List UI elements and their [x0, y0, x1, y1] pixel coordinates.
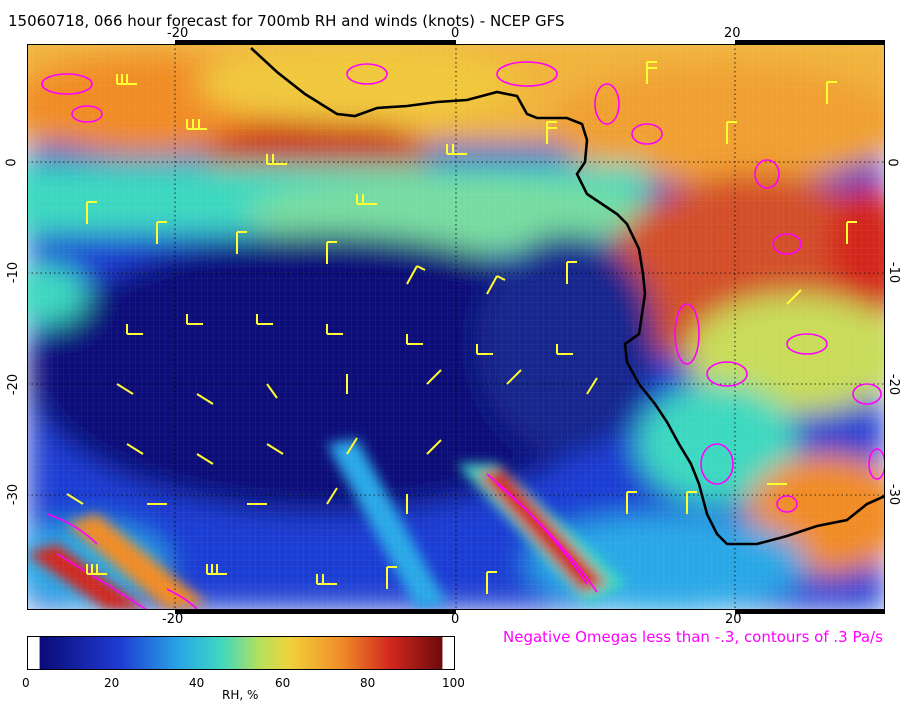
rh-colorbar: [27, 636, 455, 670]
top-tick-label: -20: [167, 26, 189, 41]
bottom-tick-label: -20: [162, 612, 184, 627]
colorbar-label: 20: [104, 676, 120, 690]
left-tick-label: -10: [6, 261, 22, 284]
colorbar-label: 100: [442, 676, 465, 690]
top-tick-label: 0: [451, 26, 460, 41]
graticule: [27, 44, 885, 610]
right-tick-label: 0: [884, 158, 900, 167]
colorbar-label: 40: [189, 676, 205, 690]
colorbar-title: RH, %: [222, 688, 259, 702]
left-tick-label: -20: [6, 373, 22, 396]
top-tick-label: 20: [724, 26, 741, 41]
wind-barbs: [66, 61, 857, 594]
colorbar-label: 60: [275, 676, 291, 690]
right-tick-label: -10: [886, 261, 902, 284]
chart-title: 15060718, 066 hour forecast for 700mb RH…: [8, 12, 565, 30]
omega-legend: Negative Omegas less than -.3, contours …: [503, 628, 883, 646]
colorbar-label: 80: [360, 676, 376, 690]
rh-map: [27, 44, 885, 610]
left-tick-label: 0: [4, 158, 20, 167]
bottom-tick-label: 20: [725, 612, 742, 627]
africa-coastline: [250, 47, 885, 546]
right-tick-label: -30: [886, 483, 902, 506]
omega-contours: [41, 61, 885, 610]
right-tick-label: -20: [886, 373, 902, 396]
frame-marks: [175, 40, 885, 614]
colorbar-label: 0: [22, 676, 30, 690]
left-tick-label: -30: [6, 483, 22, 506]
bottom-tick-label: 0: [451, 612, 460, 627]
